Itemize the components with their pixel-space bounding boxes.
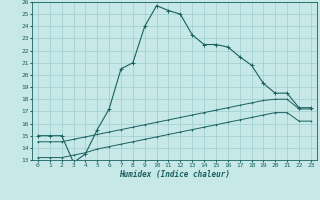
X-axis label: Humidex (Indice chaleur): Humidex (Indice chaleur): [119, 170, 230, 179]
